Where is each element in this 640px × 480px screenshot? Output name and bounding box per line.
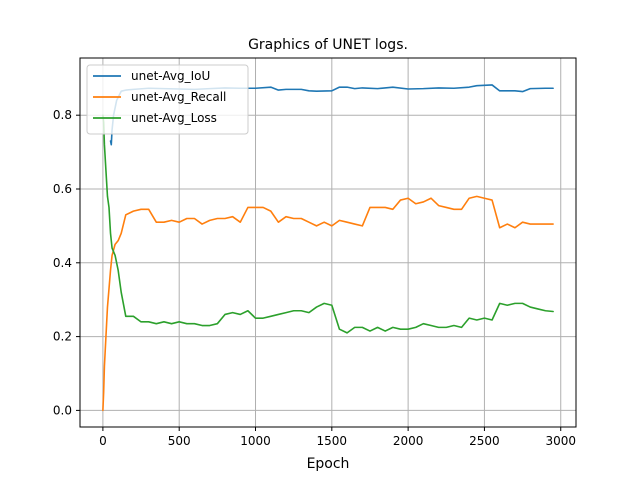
x-axis-label: Epoch (307, 456, 350, 472)
x-tick-label: 2500 (469, 434, 500, 448)
legend: unet-Avg_IoU unet-Avg_Recall unet-Avg_Loss (86, 64, 249, 135)
x-tick-label: 3000 (545, 434, 576, 448)
y-tick-label: 0.4 (53, 256, 72, 270)
y-tick-label: 0.0 (53, 403, 72, 417)
axes (79, 57, 577, 428)
chart-title: Graphics of UNET logs. (248, 37, 408, 53)
x-tick-label: 1500 (317, 434, 348, 448)
tick-labels: 0 500 1000 1500 2000 2500 3000 0.0 0.2 0.4 0.6 0.8 (53, 108, 576, 448)
x-tick-label: 0 (99, 434, 107, 448)
grid-lines (80, 58, 576, 427)
x-tick-label: 2000 (393, 434, 424, 448)
x-tick-label: 1000 (240, 434, 271, 448)
y-tick-label: 0.2 (53, 330, 72, 344)
x-tick-label: 500 (168, 434, 191, 448)
y-tick-label: 0.8 (53, 108, 72, 122)
legend-label: unet-Avg_Loss (131, 111, 217, 125)
legend-label: unet-Avg_Recall (131, 90, 226, 104)
legend-label: unet-Avg_IoU (131, 69, 210, 83)
series-line-unet-avg-recall (102, 195, 554, 412)
series-line-unet-avg-loss (102, 114, 554, 334)
plot-frame (79, 57, 577, 428)
y-tick-label: 0.6 (53, 182, 72, 196)
legend-box (86, 64, 249, 135)
